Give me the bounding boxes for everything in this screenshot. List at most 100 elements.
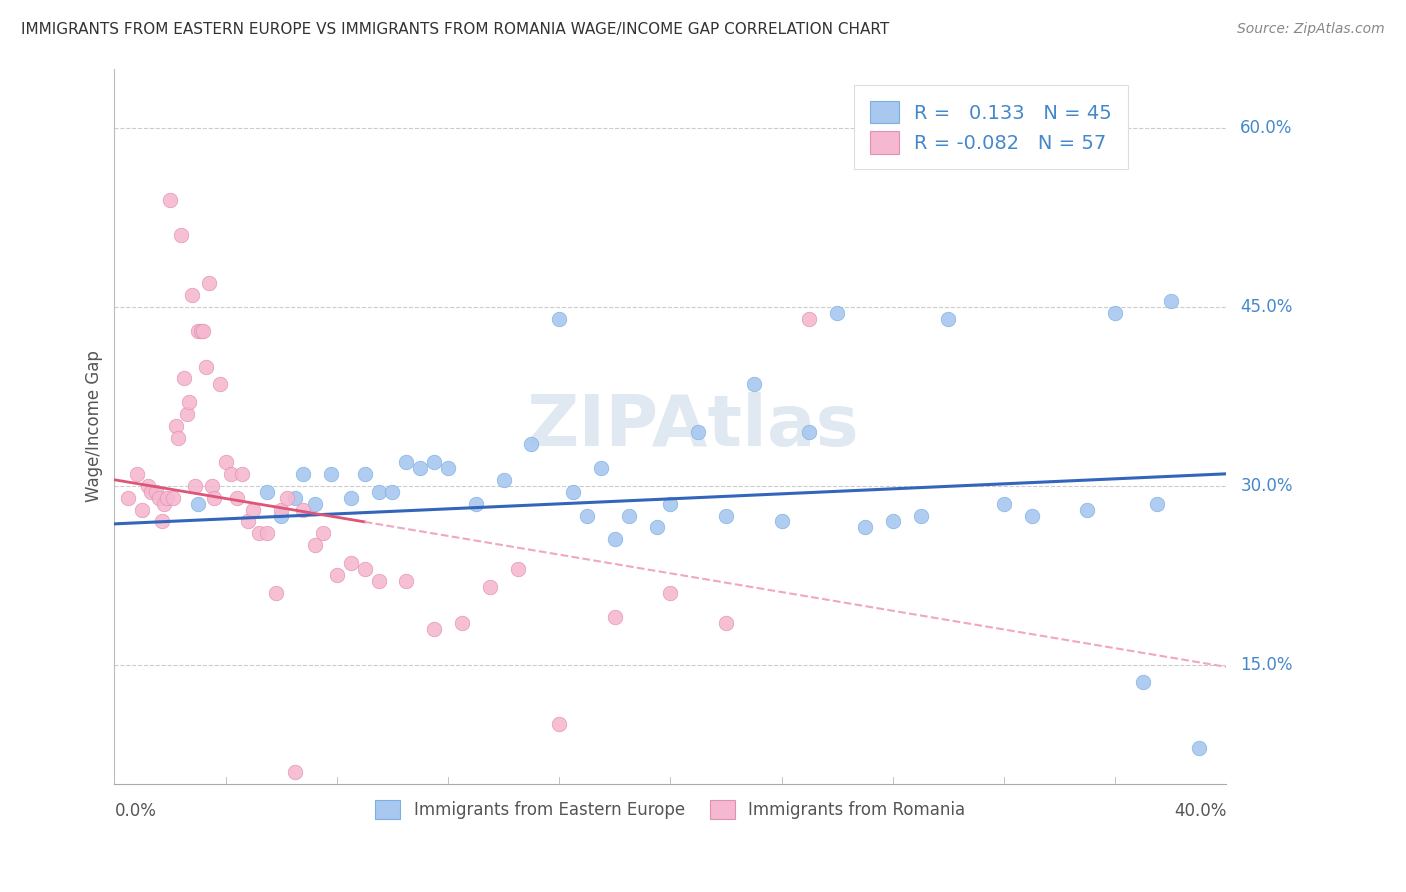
Point	[225, 491, 247, 505]
Point	[247, 526, 270, 541]
Point	[214, 455, 236, 469]
Point	[659, 586, 682, 600]
Point	[270, 508, 292, 523]
Point	[148, 491, 170, 505]
Point	[195, 359, 218, 374]
Point	[548, 717, 571, 731]
Point	[139, 484, 162, 499]
Point	[136, 479, 159, 493]
Point	[464, 497, 486, 511]
Text: 40.0%: 40.0%	[1174, 802, 1226, 820]
Point	[231, 467, 253, 481]
Y-axis label: Wage/Income Gap: Wage/Income Gap	[86, 351, 103, 502]
Point	[1104, 306, 1126, 320]
Text: IMMIGRANTS FROM EASTERN EUROPE VS IMMIGRANTS FROM ROMANIA WAGE/INCOME GAP CORREL: IMMIGRANTS FROM EASTERN EUROPE VS IMMIGR…	[21, 22, 890, 37]
Point	[292, 502, 315, 516]
Point	[170, 228, 193, 243]
Point	[173, 371, 195, 385]
Point	[339, 491, 361, 505]
Point	[187, 324, 209, 338]
Point	[714, 615, 737, 630]
Point	[304, 538, 326, 552]
Point	[882, 515, 904, 529]
Point	[548, 311, 571, 326]
Point	[201, 479, 224, 493]
Point	[167, 431, 190, 445]
Point	[264, 586, 287, 600]
Point	[236, 515, 259, 529]
Point	[395, 455, 418, 469]
Point	[204, 491, 226, 505]
Point	[353, 467, 375, 481]
Point	[395, 574, 418, 588]
Point	[339, 556, 361, 570]
Point	[367, 484, 389, 499]
Text: 0.0%: 0.0%	[114, 802, 156, 820]
Point	[284, 491, 307, 505]
Text: Source: ZipAtlas.com: Source: ZipAtlas.com	[1237, 22, 1385, 37]
Point	[176, 407, 198, 421]
Point	[156, 491, 179, 505]
Point	[190, 324, 212, 338]
Point	[1076, 502, 1098, 516]
Point	[520, 437, 543, 451]
Point	[451, 615, 474, 630]
Text: ZIPAtlas: ZIPAtlas	[526, 392, 859, 460]
Point	[242, 502, 264, 516]
Point	[256, 484, 278, 499]
Point	[179, 395, 201, 409]
Point	[150, 515, 173, 529]
Point	[181, 288, 204, 302]
Point	[799, 425, 821, 439]
Text: 30.0%: 30.0%	[1240, 476, 1294, 495]
Point	[159, 193, 181, 207]
Point	[187, 497, 209, 511]
Point	[1160, 293, 1182, 308]
Point	[198, 276, 221, 290]
Point	[219, 467, 242, 481]
Point	[423, 455, 446, 469]
Legend: Immigrants from Eastern Europe, Immigrants from Romania: Immigrants from Eastern Europe, Immigran…	[368, 793, 972, 825]
Point	[603, 610, 626, 624]
Point	[312, 526, 335, 541]
Point	[131, 502, 153, 516]
Point	[1021, 508, 1043, 523]
Point	[184, 479, 207, 493]
Point	[1146, 497, 1168, 511]
Point	[1049, 121, 1071, 136]
Point	[492, 473, 515, 487]
Point	[617, 508, 640, 523]
Point	[162, 491, 184, 505]
Text: 60.0%: 60.0%	[1240, 120, 1292, 137]
Point	[292, 467, 315, 481]
Point	[603, 533, 626, 547]
Point	[688, 425, 710, 439]
Point	[117, 491, 139, 505]
Point	[125, 467, 148, 481]
Point	[423, 622, 446, 636]
Point	[993, 497, 1015, 511]
Point	[276, 491, 298, 505]
Point	[409, 460, 432, 475]
Point	[506, 562, 529, 576]
Point	[576, 508, 599, 523]
Point	[321, 467, 343, 481]
Point	[659, 497, 682, 511]
Point	[938, 311, 960, 326]
Point	[1132, 675, 1154, 690]
Point	[304, 497, 326, 511]
Point	[270, 502, 292, 516]
Point	[326, 568, 349, 582]
Point	[381, 484, 404, 499]
Point	[562, 484, 585, 499]
Point	[193, 324, 215, 338]
Point	[165, 419, 187, 434]
Point	[742, 377, 765, 392]
Point	[145, 484, 167, 499]
Point	[153, 497, 176, 511]
Point	[714, 508, 737, 523]
Point	[770, 515, 793, 529]
Point	[367, 574, 389, 588]
Point	[437, 460, 460, 475]
Point	[853, 520, 876, 534]
